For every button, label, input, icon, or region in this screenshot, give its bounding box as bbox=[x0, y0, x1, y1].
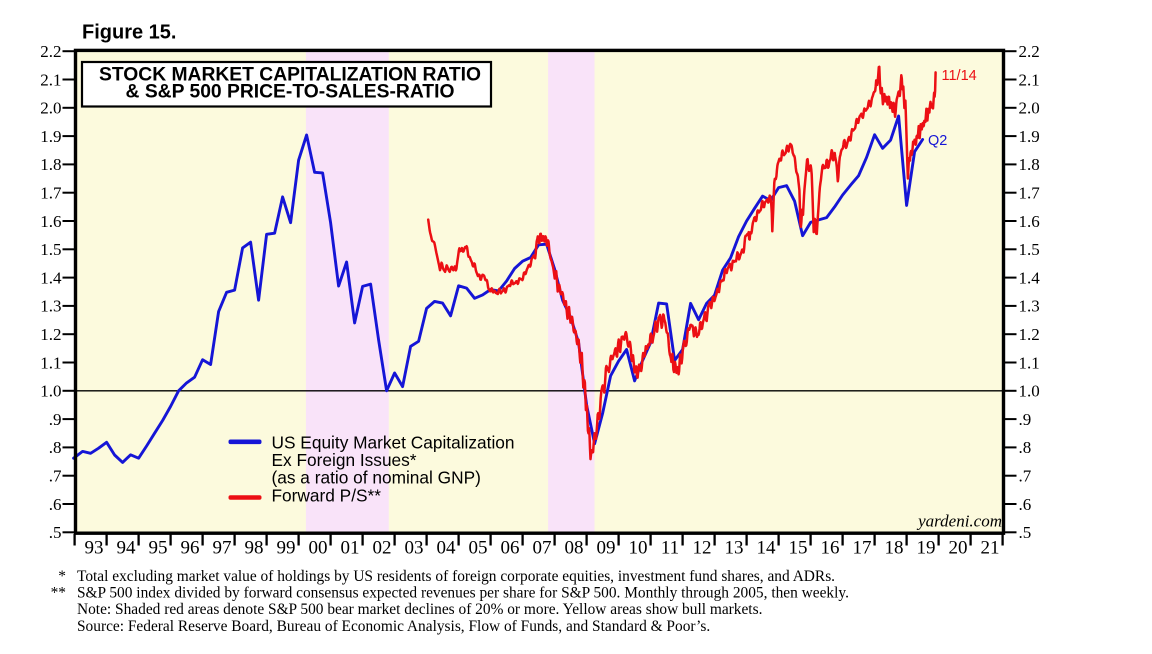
svg-text:1.3: 1.3 bbox=[1019, 297, 1040, 316]
svg-text:2.2: 2.2 bbox=[1019, 42, 1040, 61]
svg-text:*: * bbox=[58, 568, 66, 585]
svg-text:12: 12 bbox=[693, 538, 712, 559]
svg-text:Source: Federal Reserve Board,: Source: Federal Reserve Board, Bureau of… bbox=[77, 618, 710, 635]
svg-text:US Equity Market Capitalizatio: US Equity Market Capitalization bbox=[272, 432, 515, 452]
svg-text:01: 01 bbox=[341, 538, 360, 559]
svg-text:1.7: 1.7 bbox=[1019, 184, 1041, 203]
svg-text:.7: .7 bbox=[1019, 467, 1032, 486]
svg-text:.9: .9 bbox=[1019, 410, 1032, 429]
svg-text:.5: .5 bbox=[49, 523, 62, 542]
svg-text:Note: Shaded red areas denote: Note: Shaded red areas denote S&P 500 be… bbox=[77, 601, 762, 618]
svg-text:00: 00 bbox=[309, 538, 328, 559]
svg-text:2.1: 2.1 bbox=[1019, 70, 1040, 89]
svg-text:06: 06 bbox=[501, 538, 520, 559]
svg-text:96: 96 bbox=[181, 538, 200, 559]
svg-text:.6: .6 bbox=[1019, 495, 1032, 514]
svg-text:1.6: 1.6 bbox=[40, 212, 61, 231]
svg-text:**: ** bbox=[51, 585, 66, 602]
svg-text:1.2: 1.2 bbox=[1019, 325, 1040, 344]
svg-text:17: 17 bbox=[853, 538, 872, 559]
svg-text:14: 14 bbox=[757, 538, 777, 559]
svg-text:.9: .9 bbox=[49, 410, 62, 429]
svg-text:11: 11 bbox=[661, 538, 679, 559]
svg-text:98: 98 bbox=[245, 538, 264, 559]
svg-text:1.5: 1.5 bbox=[1019, 240, 1040, 259]
svg-text:18: 18 bbox=[885, 538, 904, 559]
svg-text:1.2: 1.2 bbox=[40, 325, 61, 344]
svg-text:1.8: 1.8 bbox=[40, 155, 61, 174]
svg-text:93: 93 bbox=[85, 538, 104, 559]
svg-text:1.4: 1.4 bbox=[40, 268, 62, 287]
svg-text:1.9: 1.9 bbox=[1019, 127, 1040, 146]
svg-text:19: 19 bbox=[917, 538, 936, 559]
svg-text:.6: .6 bbox=[49, 495, 62, 514]
svg-text:1.1: 1.1 bbox=[40, 353, 61, 372]
svg-text:1.5: 1.5 bbox=[40, 240, 61, 259]
svg-text:1.0: 1.0 bbox=[40, 382, 61, 401]
svg-text:2.2: 2.2 bbox=[40, 42, 61, 61]
svg-text:11/14: 11/14 bbox=[942, 68, 977, 84]
svg-text:2.0: 2.0 bbox=[1019, 99, 1040, 118]
svg-text:& S&P 500 PRICE-TO-SALES-RATIO: & S&P 500 PRICE-TO-SALES-RATIO bbox=[126, 81, 455, 102]
svg-text:03: 03 bbox=[405, 538, 424, 559]
svg-text:16: 16 bbox=[821, 538, 840, 559]
svg-text:08: 08 bbox=[565, 538, 584, 559]
svg-text:1.7: 1.7 bbox=[40, 184, 62, 203]
svg-text:04: 04 bbox=[437, 538, 457, 559]
svg-text:.7: .7 bbox=[49, 467, 62, 486]
svg-text:15: 15 bbox=[789, 538, 808, 559]
svg-text:1.4: 1.4 bbox=[1019, 268, 1041, 287]
svg-text:S&P 500 index divided by forwa: S&P 500 index divided by forward consens… bbox=[77, 585, 849, 602]
svg-text:07: 07 bbox=[533, 538, 552, 559]
svg-text:13: 13 bbox=[725, 538, 744, 559]
svg-text:yardeni.com: yardeni.com bbox=[916, 512, 1002, 531]
svg-text:10: 10 bbox=[629, 538, 648, 559]
svg-text:(as a ratio of nominal GNP): (as a ratio of nominal GNP) bbox=[272, 468, 481, 488]
svg-text:Total excluding market value o: Total excluding market value of holdings… bbox=[77, 568, 835, 585]
svg-text:05: 05 bbox=[469, 538, 488, 559]
svg-text:1.9: 1.9 bbox=[40, 127, 61, 146]
svg-text:.5: .5 bbox=[1019, 523, 1032, 542]
svg-text:Q2: Q2 bbox=[928, 133, 947, 149]
svg-text:95: 95 bbox=[149, 538, 168, 559]
svg-text:2.1: 2.1 bbox=[40, 70, 61, 89]
svg-text:.8: .8 bbox=[49, 438, 62, 457]
svg-text:94: 94 bbox=[117, 538, 137, 559]
svg-text:99: 99 bbox=[277, 538, 296, 559]
svg-text:97: 97 bbox=[213, 538, 232, 559]
svg-text:Figure 15.: Figure 15. bbox=[82, 22, 176, 44]
svg-text:1.0: 1.0 bbox=[1019, 382, 1040, 401]
svg-text:STOCK MARKET CAPITALIZATION RA: STOCK MARKET CAPITALIZATION RATIO bbox=[99, 65, 481, 86]
svg-text:Ex Foreign Issues*: Ex Foreign Issues* bbox=[272, 450, 417, 470]
svg-text:1.6: 1.6 bbox=[1019, 212, 1040, 231]
svg-text:1.1: 1.1 bbox=[1019, 353, 1040, 372]
svg-text:20: 20 bbox=[949, 538, 968, 559]
svg-text:1.3: 1.3 bbox=[40, 297, 61, 316]
svg-text:02: 02 bbox=[373, 538, 392, 559]
svg-text:2.0: 2.0 bbox=[40, 99, 61, 118]
svg-text:Forward P/S**: Forward P/S** bbox=[272, 485, 382, 505]
svg-text:21: 21 bbox=[981, 538, 1000, 559]
svg-text:.8: .8 bbox=[1019, 438, 1032, 457]
svg-text:1.8: 1.8 bbox=[1019, 155, 1040, 174]
svg-text:09: 09 bbox=[597, 538, 616, 559]
